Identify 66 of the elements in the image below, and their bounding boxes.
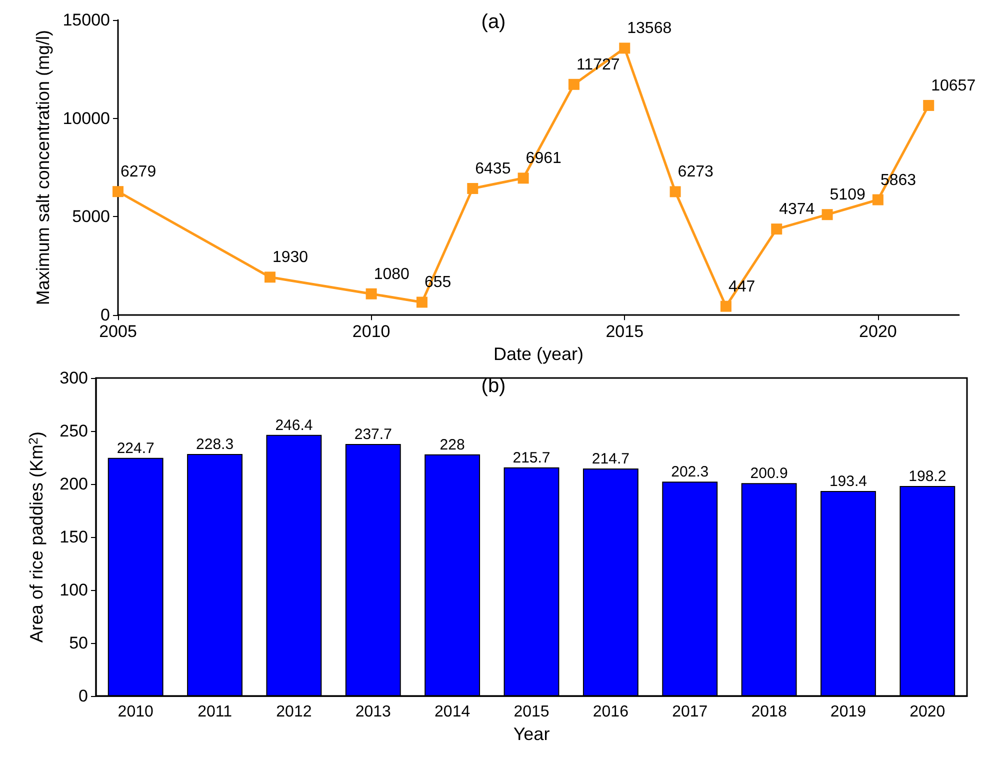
data-label: 228.3 bbox=[196, 436, 234, 454]
x-tick-label: 2015 bbox=[606, 322, 644, 342]
x-tick-label: 2018 bbox=[751, 704, 787, 721]
data-label: 6435 bbox=[475, 160, 511, 178]
x-axis-title: Year bbox=[513, 724, 550, 744]
data-label: 228 bbox=[440, 436, 465, 454]
point bbox=[923, 100, 934, 111]
x-tick-label: 2013 bbox=[355, 704, 392, 721]
data-label: 200.9 bbox=[750, 465, 788, 482]
y-tick-label: 200 bbox=[60, 474, 88, 494]
point bbox=[771, 224, 782, 235]
point bbox=[670, 186, 681, 198]
point bbox=[467, 183, 478, 194]
data-label: 1080 bbox=[374, 266, 410, 283]
x-tick-label: 2014 bbox=[434, 704, 470, 721]
point bbox=[518, 172, 529, 184]
data-label: 5109 bbox=[830, 186, 866, 204]
y-axis-title: Area of rice paddies (Km2) bbox=[26, 432, 46, 643]
y-tick-label: 300 bbox=[60, 368, 88, 388]
x-tick-label: 2015 bbox=[514, 704, 550, 721]
data-label: 198.2 bbox=[908, 468, 946, 485]
y-axis-title: Maximum salt concentration (mg/l) bbox=[32, 30, 53, 306]
x-tick-label: 2005 bbox=[99, 322, 137, 342]
point bbox=[416, 296, 428, 308]
x-tick-label: 2020 bbox=[859, 322, 897, 342]
point bbox=[822, 209, 833, 220]
data-label: 4374 bbox=[779, 201, 815, 218]
y-tick-label: 150 bbox=[60, 528, 88, 547]
x-tick-label: 2010 bbox=[118, 704, 154, 721]
y-tick-label: 100 bbox=[60, 580, 88, 600]
point bbox=[112, 186, 124, 198]
x-tick-label: 2019 bbox=[830, 704, 866, 721]
y-tick-label: 0 bbox=[78, 686, 88, 706]
data-label: 202.3 bbox=[671, 464, 709, 481]
data-label: 6273 bbox=[678, 164, 714, 181]
point bbox=[568, 78, 580, 90]
x-tick-label: 2011 bbox=[198, 704, 232, 721]
data-label: 6279 bbox=[120, 164, 156, 181]
data-label: 237.7 bbox=[354, 426, 392, 444]
data-label: 214.7 bbox=[592, 450, 630, 468]
data-label: 246.4 bbox=[275, 416, 313, 434]
x-tick-label: 2017 bbox=[672, 704, 708, 721]
point bbox=[720, 300, 732, 312]
y-tick-label: 0 bbox=[100, 306, 110, 325]
y-tick-label: 15000 bbox=[62, 10, 110, 30]
annotation: (a) bbox=[481, 11, 506, 33]
data-label: 224.7 bbox=[116, 440, 154, 457]
x-tick-label: 2012 bbox=[276, 704, 312, 721]
x-tick-label: 2020 bbox=[910, 704, 946, 721]
y-tick-label: 250 bbox=[60, 422, 88, 441]
data-label: 215.7 bbox=[512, 449, 550, 466]
data-label: 10657 bbox=[931, 77, 976, 94]
data-label: 193.4 bbox=[829, 473, 867, 490]
y-tick-label: 50 bbox=[69, 634, 88, 653]
y-tick-label: 10000 bbox=[62, 108, 110, 128]
y-tick-label: 5000 bbox=[72, 207, 110, 226]
x-axis-title: Date (year) bbox=[493, 344, 584, 364]
point bbox=[264, 272, 276, 283]
point bbox=[619, 42, 630, 54]
x-tick-label: 2010 bbox=[352, 322, 390, 342]
data-label: 13568 bbox=[627, 20, 672, 38]
annotation: (b) bbox=[481, 375, 506, 397]
data-label: 1930 bbox=[272, 249, 308, 266]
x-tick-label: 2016 bbox=[592, 704, 629, 721]
point bbox=[366, 288, 377, 300]
point bbox=[872, 194, 884, 206]
